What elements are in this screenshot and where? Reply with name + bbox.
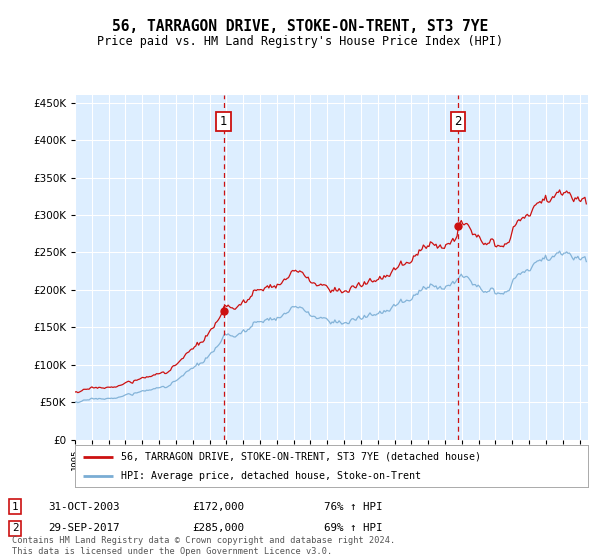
Text: Price paid vs. HM Land Registry's House Price Index (HPI): Price paid vs. HM Land Registry's House … <box>97 35 503 49</box>
Text: 1: 1 <box>12 502 18 512</box>
Text: £172,000: £172,000 <box>192 502 244 512</box>
Text: £285,000: £285,000 <box>192 524 244 533</box>
Text: 31-OCT-2003: 31-OCT-2003 <box>48 502 119 512</box>
Text: HPI: Average price, detached house, Stoke-on-Trent: HPI: Average price, detached house, Stok… <box>121 471 421 481</box>
Text: 2: 2 <box>12 524 18 533</box>
Text: 76% ↑ HPI: 76% ↑ HPI <box>324 502 383 512</box>
Text: 56, TARRAGON DRIVE, STOKE-ON-TRENT, ST3 7YE: 56, TARRAGON DRIVE, STOKE-ON-TRENT, ST3 … <box>112 20 488 34</box>
Text: 29-SEP-2017: 29-SEP-2017 <box>48 524 119 533</box>
Text: 56, TARRAGON DRIVE, STOKE-ON-TRENT, ST3 7YE (detached house): 56, TARRAGON DRIVE, STOKE-ON-TRENT, ST3 … <box>121 451 481 461</box>
Text: 2: 2 <box>454 115 461 128</box>
Text: 1: 1 <box>220 115 227 128</box>
Text: 69% ↑ HPI: 69% ↑ HPI <box>324 524 383 533</box>
Text: Contains HM Land Registry data © Crown copyright and database right 2024.
This d: Contains HM Land Registry data © Crown c… <box>12 536 395 556</box>
